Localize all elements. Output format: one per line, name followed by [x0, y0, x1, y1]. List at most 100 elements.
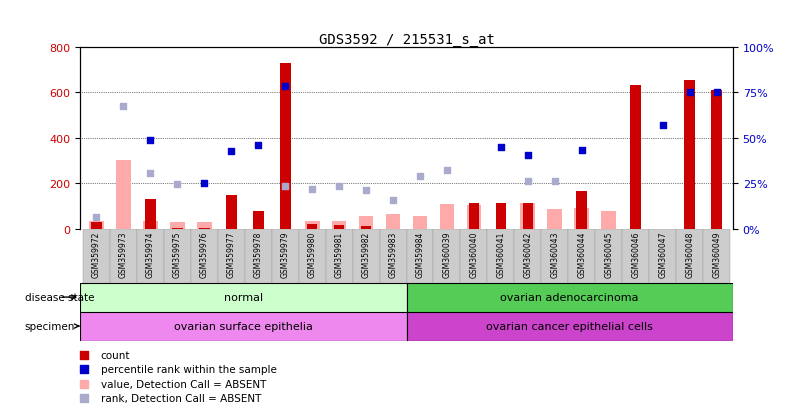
Bar [116, 161, 131, 229]
Text: GSM359984: GSM359984 [416, 231, 425, 277]
Bar [385, 214, 400, 229]
Text: normal: normal [223, 292, 263, 302]
Bar [469, 203, 479, 229]
Bar [521, 203, 535, 229]
Text: GSM359974: GSM359974 [146, 231, 155, 277]
Text: GSM360047: GSM360047 [658, 231, 667, 277]
Bar [307, 225, 317, 229]
Point [306, 186, 319, 193]
Bar [89, 221, 103, 229]
Point [90, 215, 103, 221]
Bar [360, 227, 372, 229]
Bar [602, 211, 616, 229]
Point [144, 170, 157, 177]
Bar [253, 211, 264, 229]
Point [413, 173, 426, 180]
FancyBboxPatch shape [541, 229, 569, 283]
Bar [80, 312, 407, 341]
FancyBboxPatch shape [406, 229, 433, 283]
Text: GSM359976: GSM359976 [199, 231, 209, 277]
Bar [407, 312, 733, 341]
FancyBboxPatch shape [218, 229, 244, 283]
Text: count: count [101, 350, 131, 360]
Text: ovarian cancer epithelial cells: ovarian cancer epithelial cells [486, 321, 653, 331]
FancyBboxPatch shape [569, 229, 595, 283]
Bar [630, 86, 641, 229]
Text: GSM360042: GSM360042 [523, 231, 533, 277]
Bar [80, 283, 407, 312]
Point [360, 188, 372, 194]
Text: GSM359981: GSM359981 [335, 231, 344, 277]
Point [144, 137, 157, 144]
Point [494, 144, 507, 151]
Bar [170, 222, 185, 229]
Text: value, Detection Call = ABSENT: value, Detection Call = ABSENT [101, 379, 266, 389]
Text: GSM360044: GSM360044 [578, 231, 586, 277]
Title: GDS3592 / 215531_s_at: GDS3592 / 215531_s_at [319, 33, 494, 47]
Point [171, 182, 183, 188]
Bar [466, 205, 481, 229]
Point [252, 142, 264, 148]
FancyBboxPatch shape [83, 229, 110, 283]
Text: GSM360040: GSM360040 [469, 231, 478, 277]
FancyBboxPatch shape [622, 229, 650, 283]
FancyBboxPatch shape [433, 229, 461, 283]
Bar [413, 217, 428, 229]
Bar [684, 81, 695, 229]
FancyBboxPatch shape [272, 229, 299, 283]
FancyBboxPatch shape [514, 229, 541, 283]
FancyBboxPatch shape [299, 229, 325, 283]
FancyBboxPatch shape [703, 229, 731, 283]
Bar [143, 221, 158, 229]
Bar [304, 221, 320, 229]
Bar [522, 203, 533, 229]
Text: GSM359979: GSM359979 [280, 231, 290, 277]
Text: GSM359978: GSM359978 [254, 231, 263, 277]
Point [710, 90, 723, 96]
Bar [199, 228, 210, 229]
FancyBboxPatch shape [163, 229, 191, 283]
Point [441, 167, 453, 173]
Text: ovarian surface epithelia: ovarian surface epithelia [174, 321, 312, 331]
Text: ovarian adenocarcinoma: ovarian adenocarcinoma [501, 292, 639, 302]
Point [279, 84, 292, 90]
Bar [334, 226, 344, 229]
FancyBboxPatch shape [352, 229, 380, 283]
Point [521, 152, 534, 159]
Bar [280, 64, 291, 229]
FancyBboxPatch shape [380, 229, 406, 283]
Text: GSM360043: GSM360043 [550, 231, 559, 277]
FancyBboxPatch shape [676, 229, 703, 283]
FancyBboxPatch shape [325, 229, 352, 283]
Text: GSM359982: GSM359982 [361, 231, 371, 277]
Point [387, 197, 400, 204]
Point [656, 123, 669, 129]
Text: GSM360049: GSM360049 [712, 231, 721, 277]
FancyBboxPatch shape [191, 229, 218, 283]
FancyBboxPatch shape [488, 229, 514, 283]
Bar [197, 222, 211, 229]
Text: percentile rank within the sample: percentile rank within the sample [101, 364, 276, 374]
Point [549, 178, 562, 185]
Point [78, 380, 91, 387]
Point [198, 180, 211, 187]
Bar [359, 217, 373, 229]
Point [279, 183, 292, 189]
Bar [226, 195, 236, 229]
Text: rank, Detection Call = ABSENT: rank, Detection Call = ABSENT [101, 393, 261, 403]
Text: GSM359973: GSM359973 [119, 231, 128, 277]
Text: GSM359977: GSM359977 [227, 231, 235, 277]
Bar [577, 192, 587, 229]
FancyBboxPatch shape [110, 229, 137, 283]
Point [225, 149, 238, 155]
Text: GSM359980: GSM359980 [308, 231, 316, 277]
FancyBboxPatch shape [461, 229, 488, 283]
Text: GSM360048: GSM360048 [685, 231, 694, 277]
FancyBboxPatch shape [595, 229, 622, 283]
FancyBboxPatch shape [650, 229, 676, 283]
Bar [91, 222, 102, 229]
Text: disease state: disease state [25, 292, 94, 302]
Text: GSM359972: GSM359972 [92, 231, 101, 277]
Text: specimen: specimen [25, 321, 78, 331]
Bar [145, 199, 155, 229]
